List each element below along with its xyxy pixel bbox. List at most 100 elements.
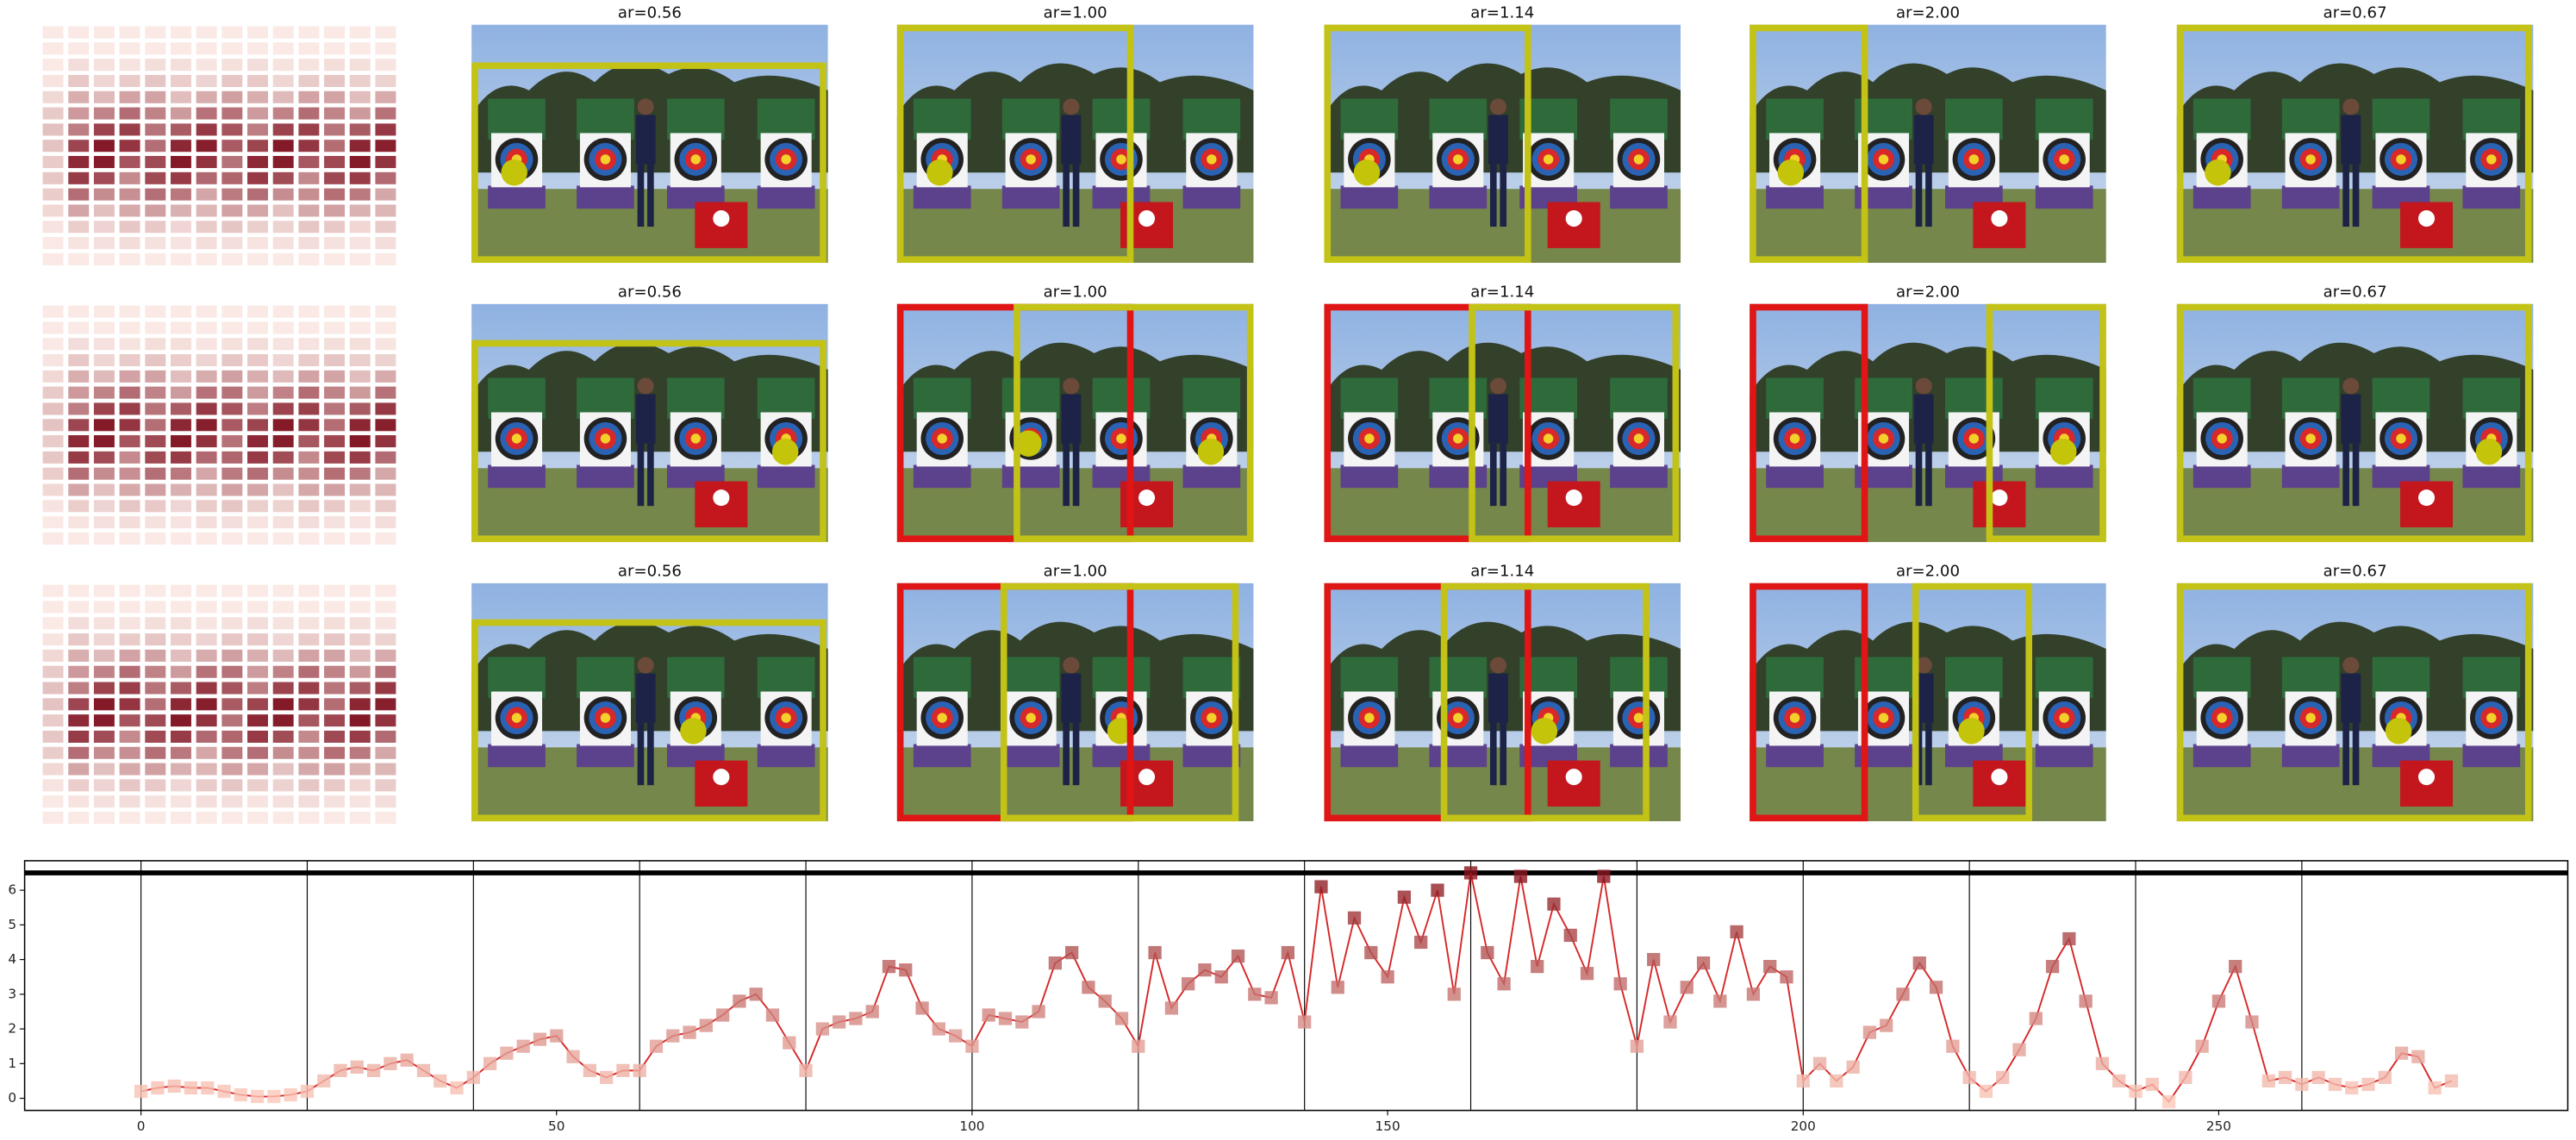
heatmap-cell [93,532,115,545]
heatmap-cell [324,321,346,334]
heatmap-cell [93,714,115,727]
heatmap-cell [170,435,191,448]
heatmap-cell [349,665,371,678]
heatmap-cell [145,59,166,72]
heatmap-cell [221,682,243,695]
heatmap-cell [145,811,166,825]
heatmap-cell [68,633,90,646]
heatmap-cell [324,221,346,234]
point-marker [1563,928,1577,943]
heatmap-cell [221,763,243,776]
heatmap-cell [298,402,320,415]
heatmap-cell [93,649,115,662]
point-marker [1414,935,1428,950]
heatmap-cell [68,107,90,120]
heatmap-cell [221,601,243,614]
point-marker [2261,1074,2275,1088]
point-marker [2012,1043,2026,1056]
heatmap-cell [68,601,90,614]
point-marker [1896,987,1910,1001]
heatmap-cell [93,252,115,265]
heatmap-cell [170,90,191,103]
yellow-box [1000,582,1239,822]
heatmap-cell [247,811,268,825]
heatmap-cell [196,779,217,792]
x-tick-label: 0 [137,1118,146,1134]
heatmap-cell [324,633,346,646]
red-box [1750,303,1868,543]
heatmap-cell [93,107,115,120]
heatmap-cell [349,435,371,448]
heatmap-cell [324,107,346,120]
point-marker [1248,987,1262,1001]
heatmap-cell [145,500,166,513]
heatmap-cell [298,682,320,695]
heatmap-cell [93,26,115,39]
y-tick-label: 1 [8,1056,16,1071]
heatmap-cell [119,354,140,367]
heatmap-cell [145,140,166,153]
heatmap-cell [170,746,191,759]
heatmap-cell [324,90,346,103]
heatmap-cell [298,155,320,169]
heatmap-cell [221,730,243,743]
heatmap-cell [324,601,346,614]
heatmap-cell [324,795,346,808]
heatmap-cell [221,338,243,351]
heatmap-cell [170,633,191,646]
heatmap-cell [298,140,320,153]
heatmap-cell [145,402,166,415]
point-marker [1962,1070,1976,1085]
photo [1324,24,1681,264]
heatmap-cell [119,779,140,792]
heatmap-cell [375,237,396,250]
heatmap-cell [68,26,90,39]
marker-dot [1015,430,1042,457]
heatmap-cell [375,74,396,87]
heatmap-cell [145,237,166,250]
heatmap-cell [145,221,166,234]
heatmap-cell [375,140,396,153]
heatmap-cell [324,584,346,597]
heatmap-cell [349,714,371,727]
heatmap-cell [221,746,243,759]
yellow-box [471,62,826,264]
heatmap-cell [196,370,217,383]
heatmap-cell [221,516,243,529]
point-marker [2045,960,2060,974]
heatmap-cell [247,140,268,153]
point-marker [616,1063,630,1078]
heatmap-cell [68,532,90,545]
heatmap-cell [93,451,115,464]
heatmap-cell [68,435,90,448]
heatmap-cell [170,682,191,695]
heatmap-cell [42,123,64,136]
point-marker [1481,945,1494,960]
heatmap-cell [247,321,268,334]
heatmap-cell [196,155,217,169]
heatmap-cell [170,370,191,383]
heatmap-cell [93,746,115,759]
heatmap-cell [68,140,90,153]
heatmap-cell [375,42,396,55]
point-marker [1597,869,1611,883]
heatmap-cell [93,402,115,415]
panel-title: ar=1.00 [1044,283,1107,301]
point-marker [1298,1015,1312,1029]
heatmap-cell [298,601,320,614]
heatmap-cell [247,435,268,448]
heatmap-cell [349,451,371,464]
heatmap-cell [170,171,191,184]
heatmap-cell [272,370,294,383]
panel-title: ar=1.14 [1470,283,1534,301]
heatmap-cell [298,730,320,743]
photo [1750,303,2106,543]
heatmap-cell [324,617,346,630]
y-tick-label: 4 [8,951,16,967]
heatmap-cell [221,370,243,383]
heatmap-cell [196,338,217,351]
heatmap-cell [93,354,115,367]
panel-title: ar=0.67 [2323,562,2387,580]
heatmap-cell [272,74,294,87]
heatmap-cell [196,763,217,776]
